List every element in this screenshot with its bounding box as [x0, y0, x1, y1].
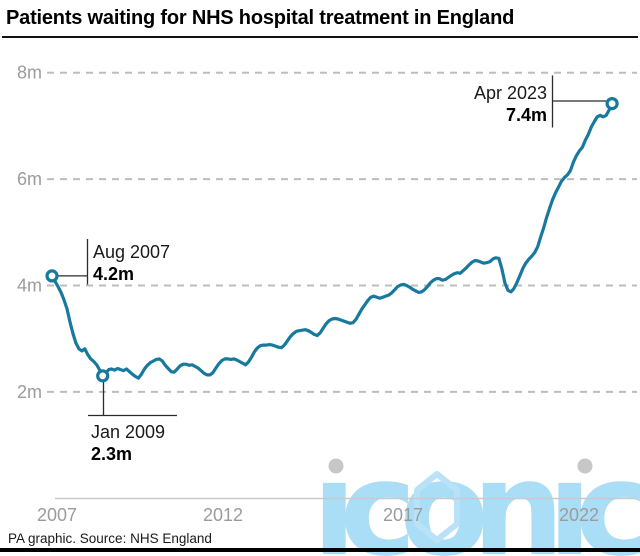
y-axis-label: 6m: [17, 169, 42, 189]
x-axis-label: 2012: [203, 505, 243, 525]
y-axis-label: 4m: [17, 276, 42, 296]
annotation-date: Apr 2023: [473, 83, 547, 103]
annotation-value: 7.4m: [505, 105, 547, 125]
waiting-list-line: [50, 101, 614, 380]
annotation-apr-2023: Apr 2023 7.4m: [474, 82, 547, 126]
x-axis-label: 2017: [383, 505, 423, 525]
x-axis-label: 2022: [559, 505, 599, 525]
annotation-value: 4.2m: [93, 264, 135, 284]
title-divider: [2, 36, 638, 38]
connector-apr-2023: [551, 75, 606, 128]
watermark-dot: [328, 458, 344, 474]
data-marker: [605, 96, 619, 111]
data-marker: [45, 269, 59, 283]
x-axis-label: 2007: [37, 505, 77, 525]
source-credit: PA graphic. Source: NHS England: [8, 531, 212, 546]
chart-title: Patients waiting for NHS hospital treatm…: [6, 7, 515, 29]
connector-aug-2007: [58, 239, 89, 285]
data-marker: [96, 369, 110, 383]
footer-bar: [0, 548, 640, 552]
y-axis-label: 8m: [17, 63, 42, 83]
watermark-text: ıconıc: [312, 433, 640, 556]
watermark-hexagon-icon: [414, 471, 460, 543]
annotation-aug-2007: Aug 2007 4.2m: [93, 241, 170, 285]
watermark-dot: [577, 458, 593, 474]
annotation-date: Jan 2009: [91, 422, 166, 442]
y-axis-label: 2m: [17, 382, 42, 402]
annotation-jan-2009: Jan 2009 2.3m: [91, 421, 165, 465]
annotation-value: 2.3m: [91, 444, 133, 464]
annotation-date: Aug 2007: [93, 242, 171, 262]
connector-jan-2009: [88, 382, 177, 417]
